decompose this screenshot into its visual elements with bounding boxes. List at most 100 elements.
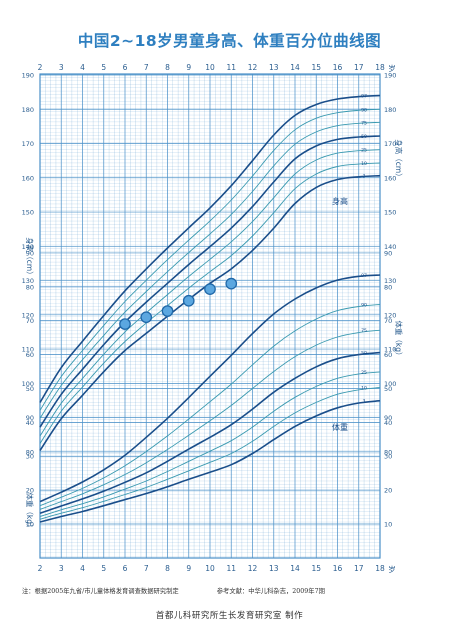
height-tick-left: 150 [22,209,34,217]
height-p3-label: 3 [363,174,366,180]
x-tick-label-top: 4 [80,63,85,72]
x-tick-label-top: 18 [375,63,385,72]
height-p25-curve [39,149,381,437]
x-tick-label-bottom: 8 [165,564,170,573]
x-tick-label-top: 2 [38,63,43,72]
x-tick-label-top: 8 [165,63,170,72]
measurement-points [119,277,238,330]
height-tick-left: 80 [26,448,34,456]
measurement-point [161,305,174,317]
height-p25-label: 25 [361,148,367,154]
weight-p75-curve [39,329,381,510]
x-tick-label-top: 7 [144,63,149,72]
height-tick-left: 160 [22,174,34,182]
x-tick-label-bottom: 11 [226,564,236,573]
height-p10-label: 10 [361,161,367,167]
weight-p75-label: 75 [361,328,367,334]
x-tick-label-top: 10 [205,63,215,72]
weight-tick-left: 40 [26,419,34,427]
footnote: 注：根据2005年九省/市儿童体格发育调查数据研究制定 参考文献：中华儿科杂志，… [22,586,442,595]
chart-title: 中国2~18岁男童身高、体重百分位曲线图 [77,32,382,50]
height-axis-title-right: 身高（cm） [394,139,404,180]
x-tick-label-bottom: 10 [205,564,215,573]
credit-line: 首都儿科研究所生长发育研究室 制作 [155,611,304,621]
height-tick-right: 120 [384,311,396,319]
chart-grid [39,73,381,559]
height-tick-right: 110 [384,346,396,354]
height-p50-curve [39,135,381,428]
height-tick-right: 140 [384,243,396,251]
weight-p3-curve [39,399,381,523]
height-tick-right: 180 [384,106,396,114]
x-tick-label-top: 14 [290,63,300,72]
height-p97-label: 97 [361,94,367,100]
measurement-point [204,283,216,295]
x-tick-label-top: 9 [186,63,191,72]
height-tick-right: 160 [384,174,396,182]
weight-tick-left: 50 [26,385,34,393]
x-tick-label-bottom: 18 [375,564,385,573]
weight-tick-right: 20 [384,487,392,495]
height-p90-label: 90 [361,107,367,113]
measurement-point [140,311,153,324]
weight-tick-right: 40 [384,419,392,427]
weight-axis-title-right: 体重（kg） [394,320,404,359]
x-tick-label-bottom: 15 [311,564,321,573]
weight-tick-right: 50 [384,385,392,393]
weight-tick-right: 90 [384,249,392,257]
x-tick-label-top: 13 [269,63,279,72]
x-tick-label-bottom: 13 [269,564,279,573]
x-tick-label-bottom: 6 [123,564,128,573]
weight-p97-curve [39,274,381,503]
height-tick-left: 170 [22,140,34,148]
height-tick-left: 140 [22,243,34,251]
x-tick-label-top: 5 [101,63,106,72]
x-tick-label-top: 16 [333,63,343,72]
height-p10-curve [39,162,381,444]
height-tick-left: 100 [22,380,34,388]
x-tick-label-top: 17 [354,63,364,72]
x-tick-label-bottom: 2 [38,564,43,573]
height-tick-left: 180 [22,106,34,114]
weight-p50-curve [39,351,381,514]
measurement-point [119,318,131,330]
weight-tick-right: 80 [384,283,392,291]
weight-tick-right: 60 [384,351,392,359]
x-tick-label-bottom: 17 [354,564,364,573]
weight-p25-label: 25 [361,370,367,376]
weight-p10-label: 10 [361,385,367,391]
x-tick-label-top: 6 [123,63,128,72]
x-tick-label-bottom: 14 [290,564,300,573]
footnote-source: 注：根据2005年九省/市儿童体格发育调查数据研究制定 [22,588,179,595]
footnote-reference: 参考文献：中华儿科杂志，2009年7期 [216,588,325,595]
weight-p90-label: 90 [361,302,367,308]
x-unit-label-bottom: 岁 [388,564,396,574]
x-tick-label-bottom: 7 [144,564,149,573]
height-p75-curve [39,121,381,419]
x-tick-label-top: 12 [248,63,258,72]
x-tick-label-bottom: 5 [101,564,106,573]
weight-tick-left: 80 [26,283,34,291]
weight-tick-right: 70 [384,317,392,325]
height-tick-right: 190 [384,72,396,80]
weight-p90-curve [39,304,381,507]
height-tick-left: 110 [22,346,34,354]
height-tick-left: 90 [26,414,34,422]
x-tick-label-top: 3 [59,63,64,72]
measurement-point [225,277,238,290]
weight-axis-title-left: 体重（kg） [25,492,35,531]
weight-p50-label: 50 [361,351,367,357]
height-tick-right: 130 [384,277,396,285]
height-tick-left: 120 [22,311,34,319]
x-tick-label-top: 15 [311,63,321,72]
height-p75-label: 75 [361,120,367,126]
measurement-point [182,294,195,307]
height-tick-right: 80 [384,448,392,456]
height-tick-left: 190 [22,72,34,80]
chart-axes: 2 2 3 3 4 4 5 5 6 6 7 7 8 8 9 9 10 10 11 11 12 12 13 13 14 14 15 15… [22,63,404,574]
weight-tick-left: 90 [26,249,34,257]
weight-p10-curve [39,387,381,520]
height-p97-curve [39,94,381,403]
height-curve-label: 身高 [332,196,348,206]
